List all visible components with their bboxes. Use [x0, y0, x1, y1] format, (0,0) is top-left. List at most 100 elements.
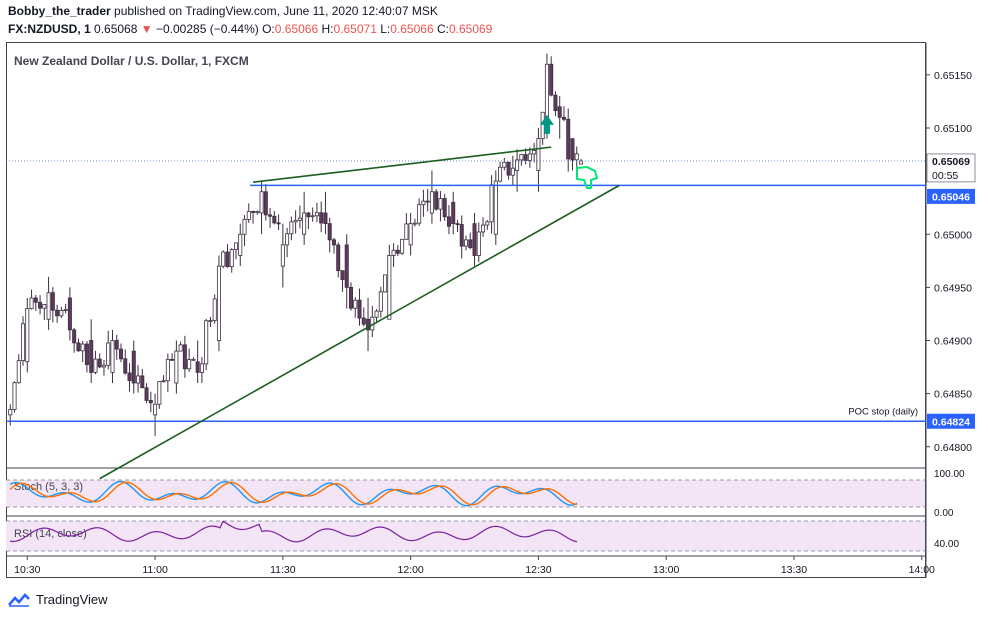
candle-body	[178, 344, 183, 352]
candle-body	[297, 217, 302, 221]
price-tick-label: 0.64950	[934, 282, 972, 294]
candle-body	[442, 198, 447, 218]
candle-body	[119, 348, 124, 360]
candle-body	[366, 318, 371, 331]
arrow-up-icon[interactable]	[539, 114, 554, 134]
candle-body	[378, 291, 383, 312]
candle-body	[540, 111, 545, 140]
candle-body	[170, 358, 175, 361]
candle-body	[327, 223, 332, 241]
candle-body	[97, 358, 102, 368]
candle-body	[55, 309, 60, 317]
candle-body	[306, 212, 311, 218]
candle-body	[446, 216, 451, 227]
candle-body	[161, 380, 166, 383]
level-1-label-bg	[927, 188, 975, 204]
published-text: published on TradingView.com, June 11, 2…	[114, 4, 438, 18]
candle-body	[136, 375, 141, 384]
candle-body	[16, 360, 21, 384]
candle-body	[21, 323, 26, 362]
candle-body	[579, 160, 584, 165]
candle-body	[532, 150, 537, 155]
open-label: O:	[262, 22, 275, 36]
candle-body	[191, 358, 196, 361]
candle-body	[263, 191, 268, 216]
candle-body	[187, 359, 192, 370]
candle-body	[225, 251, 230, 268]
candle-body	[348, 286, 353, 309]
candle-body	[89, 340, 94, 373]
rsi-band	[6, 521, 925, 551]
last-price: 0.65068	[94, 22, 138, 36]
candle-body	[319, 212, 324, 224]
trendline-2[interactable]	[99, 184, 620, 480]
candle-body	[123, 358, 128, 374]
candle-body	[212, 298, 217, 321]
close-value: 0.65069	[448, 22, 493, 36]
level-2-label-bg	[927, 413, 975, 429]
candle-body	[515, 159, 520, 171]
candle-body	[272, 215, 277, 224]
level-2-label: 0.64824	[932, 416, 970, 428]
candle-body	[549, 63, 554, 96]
candle-body	[459, 224, 464, 247]
candle-body	[148, 400, 153, 404]
stoch-k-line	[9, 480, 578, 507]
candle-body	[238, 233, 243, 256]
candle-body	[383, 274, 388, 293]
candle-body	[46, 292, 51, 320]
candle-body	[481, 224, 486, 233]
candle-body	[268, 214, 273, 217]
candle-body	[310, 215, 315, 218]
candle-body	[344, 244, 349, 288]
candle-body	[63, 309, 68, 311]
candle-body	[485, 221, 490, 226]
candle-body	[498, 166, 503, 182]
trendline-1[interactable]	[252, 146, 552, 183]
candle-body	[412, 222, 417, 225]
candle-body	[463, 239, 468, 247]
candle-body	[208, 320, 213, 322]
tradingview-logo-icon	[8, 592, 30, 607]
candle-body	[199, 363, 204, 373]
stoch-tick-100: 100.00	[934, 469, 965, 480]
candle-body	[42, 304, 47, 309]
time-tick-label: 12:30	[525, 564, 551, 576]
price-tick-label: 0.64800	[934, 442, 972, 454]
candle-body	[251, 211, 256, 213]
candle-body	[285, 233, 290, 246]
candle-body	[246, 211, 251, 220]
candle-body	[233, 242, 238, 250]
candle-body	[438, 198, 443, 210]
tradingview-footer[interactable]: TradingView	[8, 592, 108, 607]
candle-body	[144, 387, 149, 401]
rsi-legend: RSI (14, close)	[14, 528, 87, 540]
candle-body	[566, 118, 571, 160]
author-name[interactable]: Bobby_the_trader	[8, 4, 111, 18]
candle-body	[404, 223, 409, 240]
candle-body	[182, 344, 187, 370]
candle-body	[336, 244, 341, 272]
candle-body	[216, 265, 221, 341]
candle-body	[174, 350, 179, 384]
candle-body	[165, 358, 170, 382]
candle-body	[468, 239, 473, 249]
thumbs-down-icon[interactable]	[576, 166, 598, 189]
candle-body	[84, 343, 89, 366]
candle-body	[527, 153, 532, 161]
candle-body	[421, 200, 426, 206]
candle-body	[353, 299, 358, 309]
candle-body	[229, 249, 234, 268]
candle-body	[157, 381, 162, 405]
time-tick-label: 13:30	[781, 564, 807, 576]
candle-body	[38, 301, 43, 309]
candle-body	[110, 340, 115, 373]
publish-info: Bobby_the_trader published on TradingVie…	[8, 4, 438, 18]
candle-body	[425, 200, 430, 203]
time-tick-label: 13:00	[653, 564, 679, 576]
candle-body	[361, 317, 366, 325]
time-tick-label: 14:00	[909, 564, 935, 576]
close-label: C:	[436, 22, 449, 36]
candle-body	[25, 308, 30, 363]
